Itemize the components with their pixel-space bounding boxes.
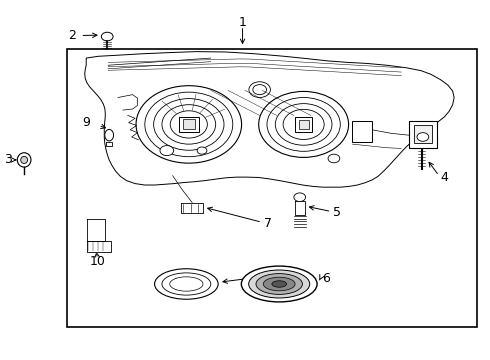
Circle shape (197, 147, 207, 154)
Polygon shape (87, 220, 105, 241)
Ellipse shape (256, 274, 302, 294)
Ellipse shape (248, 270, 310, 298)
Bar (67, 49, 477, 327)
Circle shape (101, 32, 113, 41)
Text: 5: 5 (333, 207, 341, 220)
Ellipse shape (242, 266, 317, 302)
Bar (414, 125, 432, 143)
Circle shape (294, 193, 306, 202)
Circle shape (328, 154, 340, 163)
Polygon shape (87, 241, 111, 252)
Text: 10: 10 (90, 255, 105, 268)
Ellipse shape (105, 130, 114, 141)
Ellipse shape (162, 273, 211, 295)
Circle shape (417, 133, 429, 141)
Ellipse shape (155, 269, 218, 299)
Text: 4: 4 (441, 171, 448, 184)
Bar (409, 121, 437, 148)
Ellipse shape (272, 281, 287, 287)
Polygon shape (181, 203, 203, 213)
Bar (179, 117, 198, 132)
Text: 7: 7 (264, 217, 271, 230)
Bar (295, 117, 313, 132)
Ellipse shape (170, 277, 203, 291)
Text: 6: 6 (322, 272, 330, 285)
Ellipse shape (17, 153, 31, 167)
Polygon shape (85, 51, 454, 187)
Text: 8: 8 (249, 273, 257, 286)
Bar (299, 120, 309, 129)
Bar (183, 120, 195, 130)
Polygon shape (295, 201, 305, 215)
Circle shape (160, 145, 173, 156)
Ellipse shape (21, 156, 27, 163)
Ellipse shape (263, 277, 295, 291)
Text: 2: 2 (69, 29, 76, 42)
Text: 3: 3 (3, 153, 11, 166)
Text: 9: 9 (82, 116, 90, 129)
Text: 1: 1 (239, 16, 246, 29)
Bar (351, 121, 372, 142)
